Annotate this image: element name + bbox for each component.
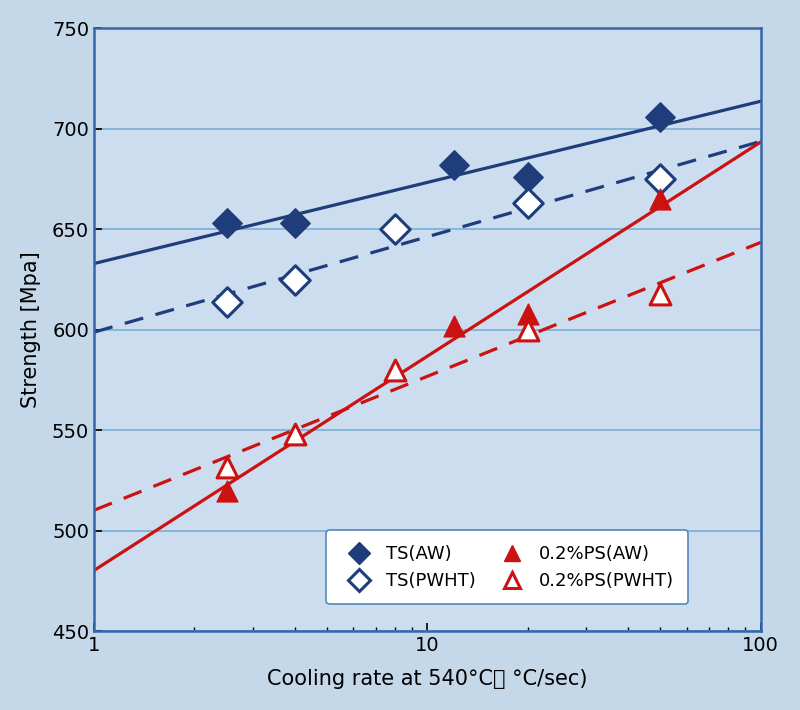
Point (447, 159, 460, 170)
Point (654, 288, 666, 300)
Point (288, 429, 301, 440)
Point (220, 485, 233, 496)
Legend: TS(AW), TS(PWHT), 0.2%PS(AW), 0.2%PS(PWHT): TS(AW), TS(PWHT), 0.2%PS(AW), 0.2%PS(PWH… (326, 530, 689, 604)
Point (288, 429, 301, 440)
Point (654, 194, 666, 205)
Point (220, 461, 233, 472)
Point (654, 111, 666, 122)
Point (522, 308, 534, 320)
Point (522, 197, 534, 209)
Y-axis label: Strength [Mpa]: Strength [Mpa] (21, 251, 41, 408)
Point (389, 224, 402, 235)
Point (288, 218, 301, 229)
Point (389, 364, 402, 376)
Point (220, 218, 233, 229)
Point (220, 296, 233, 307)
Point (522, 324, 534, 336)
Point (447, 320, 460, 332)
Point (288, 274, 301, 285)
Point (522, 171, 534, 182)
Point (654, 173, 666, 185)
X-axis label: Cooling rate at 540°C（ °C/sec): Cooling rate at 540°C（ °C/sec) (267, 669, 588, 689)
